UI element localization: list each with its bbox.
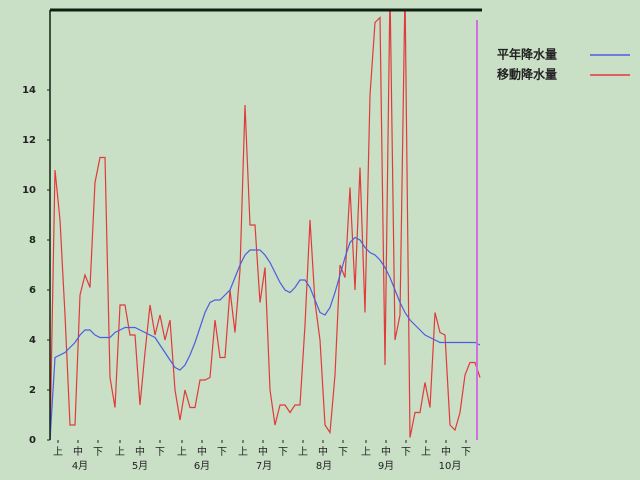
month-label: 6月 bbox=[194, 460, 210, 472]
x-tick-label: 上 bbox=[421, 446, 431, 458]
x-tick-label: 上 bbox=[115, 446, 125, 458]
x-tick-label: 中 bbox=[258, 445, 268, 458]
y-tick-label: 12 bbox=[22, 135, 36, 146]
series-line bbox=[50, 236, 481, 441]
x-tick-label: 中 bbox=[135, 445, 145, 458]
y-tick-label: 6 bbox=[29, 285, 36, 296]
x-tick-label: 中 bbox=[197, 445, 207, 458]
x-tick-label: 上 bbox=[298, 446, 308, 458]
plot-area bbox=[50, 10, 481, 441]
x-tick-label: 下 bbox=[93, 447, 103, 458]
y-tick-label: 0 bbox=[29, 435, 36, 446]
y-tick-label: 10 bbox=[22, 185, 36, 196]
month-label: 5月 bbox=[132, 460, 148, 472]
series-line bbox=[50, 10, 481, 441]
x-tick-label: 下 bbox=[217, 447, 227, 458]
x-tick-label: 上 bbox=[53, 446, 63, 458]
x-tick-label: 上 bbox=[177, 446, 187, 458]
x-tick-label: 下 bbox=[401, 447, 411, 458]
x-tick-label: 下 bbox=[338, 447, 348, 458]
legend-label: 平年降水量 bbox=[497, 47, 557, 62]
month-label: 8月 bbox=[316, 460, 332, 472]
x-tick-label: 下 bbox=[278, 447, 288, 458]
month-label: 4月 bbox=[72, 460, 88, 472]
x-tick-label: 中 bbox=[441, 445, 451, 458]
x-tick-label: 中 bbox=[381, 445, 391, 458]
x-tick-label: 中 bbox=[318, 445, 328, 458]
y-tick-label: 8 bbox=[29, 235, 36, 246]
month-label: 7月 bbox=[256, 460, 272, 472]
month-label: 9月 bbox=[378, 460, 394, 472]
x-tick-label: 上 bbox=[361, 446, 371, 458]
month-label: 10月 bbox=[439, 460, 462, 472]
x-tick-label: 下 bbox=[461, 447, 471, 458]
x-tick-label: 中 bbox=[73, 445, 83, 458]
x-tick-label: 下 bbox=[155, 447, 165, 458]
legend-label: 移動降水量 bbox=[497, 67, 557, 82]
x-tick-label: 上 bbox=[238, 446, 248, 458]
y-tick-label: 4 bbox=[29, 335, 36, 346]
y-tick-label: 2 bbox=[29, 385, 36, 396]
y-tick-label: 14 bbox=[22, 85, 36, 96]
